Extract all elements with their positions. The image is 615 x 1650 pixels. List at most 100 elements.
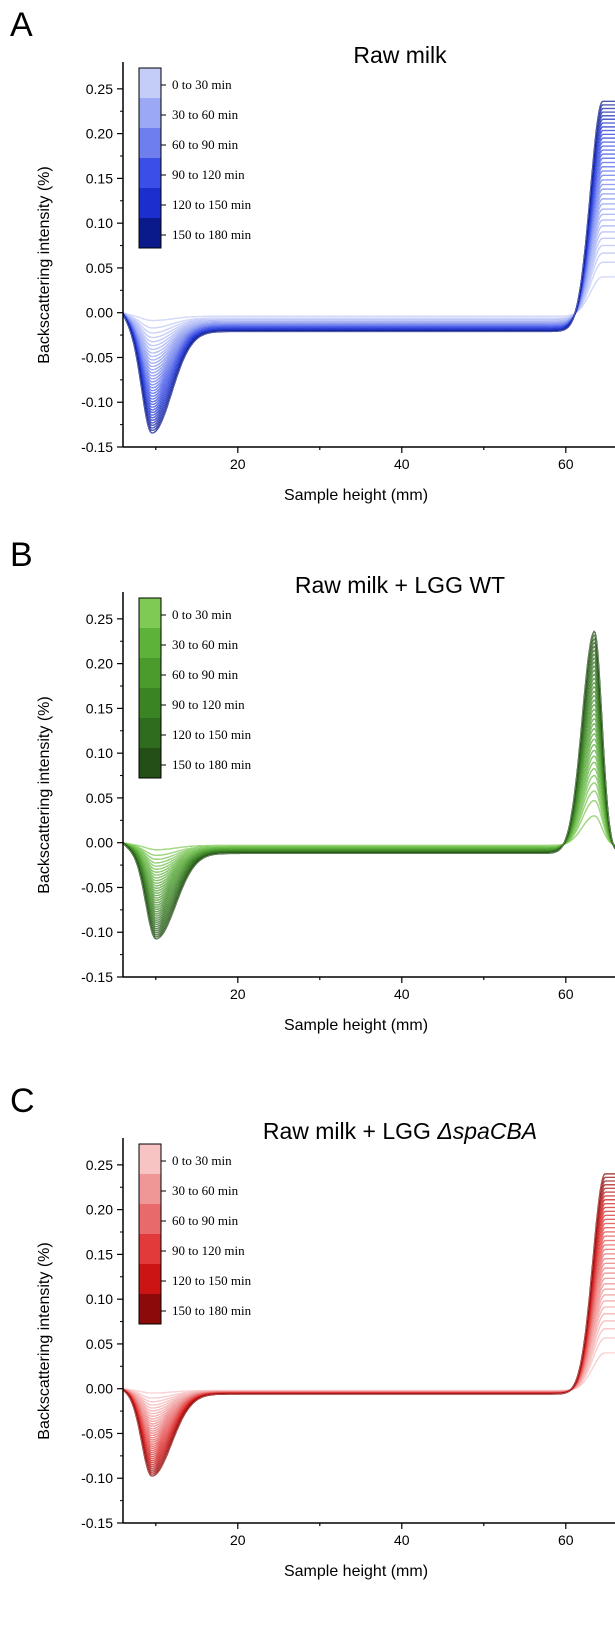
y-tick-label: 0.10 <box>86 745 113 761</box>
legend-swatch <box>139 748 161 778</box>
legend-swatch <box>139 628 161 658</box>
legend-swatch <box>139 1234 161 1264</box>
y-tick-label: 0.00 <box>86 1381 113 1397</box>
series-line <box>123 153 615 397</box>
y-tick-label: 0.25 <box>86 1157 113 1173</box>
x-tick-label: 20 <box>230 986 246 1002</box>
y-tick-label: -0.10 <box>81 1470 113 1486</box>
legend-swatch <box>139 1204 161 1234</box>
legend-label: 90 to 120 min <box>172 1243 245 1258</box>
series-line-highlight <box>123 115 615 424</box>
legend-colorbar-border <box>138 67 162 249</box>
y-tick-label: 0.05 <box>86 1336 113 1352</box>
legend-label: 0 to 30 min <box>172 77 232 92</box>
legend-swatch <box>139 188 161 218</box>
series-line <box>123 717 615 894</box>
x-axis-label: Sample height (mm) <box>283 1017 429 1034</box>
chart-title: Raw milk <box>353 42 447 68</box>
y-tick-label: -0.15 <box>81 1515 113 1531</box>
series-line-highlight <box>123 184 615 377</box>
series-line <box>123 111 615 427</box>
legend-label: 120 to 150 min <box>172 197 252 212</box>
legend-swatch <box>139 1294 161 1324</box>
y-tick-label: 0.25 <box>86 81 113 97</box>
series-line <box>123 1262 615 1432</box>
legend-swatch <box>139 98 161 128</box>
series-line <box>123 1352 615 1394</box>
legend-swatch <box>139 598 161 628</box>
series-line-highlight <box>123 642 615 933</box>
y-axis-label: Backscattering intensity (%) <box>36 166 53 364</box>
series-line-highlight <box>123 690 615 908</box>
series-line <box>123 1239 615 1443</box>
series-line-highlight <box>123 1337 615 1399</box>
series-line-highlight <box>123 1267 615 1429</box>
y-tick-label: 0.15 <box>86 1246 113 1262</box>
legend-label: 150 to 180 min <box>172 227 252 242</box>
chart-panel-b: -0.15 -0.10 -0.05 0.00 0.05 0.10 0.15 0.20 0.25 2… <box>0 530 615 1080</box>
series-line <box>123 1277 615 1425</box>
panel-label: C <box>10 1082 35 1120</box>
legend-swatch <box>139 158 161 188</box>
series-line-highlight <box>123 718 615 894</box>
series-line-highlight <box>123 111 615 426</box>
y-tick-label: 0.15 <box>86 170 113 186</box>
y-axis-label: Backscattering intensity (%) <box>36 696 53 894</box>
series-line-highlight <box>123 101 615 434</box>
y-axis-label: Backscattering intensity (%) <box>36 1242 53 1440</box>
series-line-highlight <box>123 1272 615 1427</box>
series-line-highlight <box>123 1173 615 1477</box>
legend-swatch <box>139 688 161 718</box>
legend-swatch <box>139 128 161 158</box>
legend-label: 0 to 30 min <box>172 607 232 622</box>
series-line <box>123 1199 615 1464</box>
series-line-highlight <box>123 728 615 889</box>
x-axis-label: Sample height (mm) <box>283 487 429 504</box>
y-tick-label: -0.05 <box>81 879 113 895</box>
y-tick-label: 0.25 <box>86 611 113 627</box>
series-line-highlight <box>123 158 615 394</box>
x-tick-label: 40 <box>394 986 410 1002</box>
series-line <box>123 677 615 915</box>
chart-svg: -0.15 -0.10 -0.05 0.00 0.05 0.10 0.15 0.20 0.25 2… <box>81 592 615 1002</box>
series-line-highlight <box>123 104 615 431</box>
series-line <box>123 118 615 421</box>
panel-label: B <box>10 536 33 574</box>
series-line-highlight <box>123 1263 615 1432</box>
legend-label: 90 to 120 min <box>172 167 245 182</box>
series-line-highlight <box>123 252 615 334</box>
series-line <box>123 1231 615 1447</box>
legend-label: 30 to 60 min <box>172 107 239 122</box>
series-line <box>123 107 615 429</box>
legend-colorbar-border <box>138 1143 162 1325</box>
series-line-highlight <box>123 723 615 892</box>
series-line-highlight <box>123 1278 615 1425</box>
x-tick-label: 40 <box>394 456 410 472</box>
y-tick-label: 0.10 <box>86 215 113 231</box>
x-tick-label: 60 <box>558 1532 574 1548</box>
series-group <box>123 1173 615 1477</box>
series-line-highlight <box>123 686 615 910</box>
y-tick-label: 0.20 <box>86 1202 113 1218</box>
legend-label: 60 to 90 min <box>172 1213 239 1228</box>
legend-swatch <box>139 1264 161 1294</box>
x-tick-label: 20 <box>230 456 246 472</box>
series-line <box>123 145 615 403</box>
series-line-highlight <box>123 276 615 321</box>
legend-swatch <box>139 218 161 248</box>
legend-label: 120 to 150 min <box>172 727 252 742</box>
legend-label: 30 to 60 min <box>172 1183 239 1198</box>
series-line-highlight <box>123 1231 615 1447</box>
legend-swatch <box>139 658 161 688</box>
series-line <box>123 722 615 892</box>
legend-swatch <box>139 68 161 98</box>
x-axis-label: Sample height (mm) <box>283 1563 429 1580</box>
series-line <box>123 193 615 371</box>
legend-swatch <box>139 718 161 748</box>
series-line-highlight <box>123 682 615 912</box>
series-line-highlight <box>123 153 615 397</box>
series-line <box>123 1226 615 1450</box>
y-tick-label: 0.00 <box>86 835 113 851</box>
series-line <box>123 653 615 928</box>
series-line <box>123 649 615 930</box>
